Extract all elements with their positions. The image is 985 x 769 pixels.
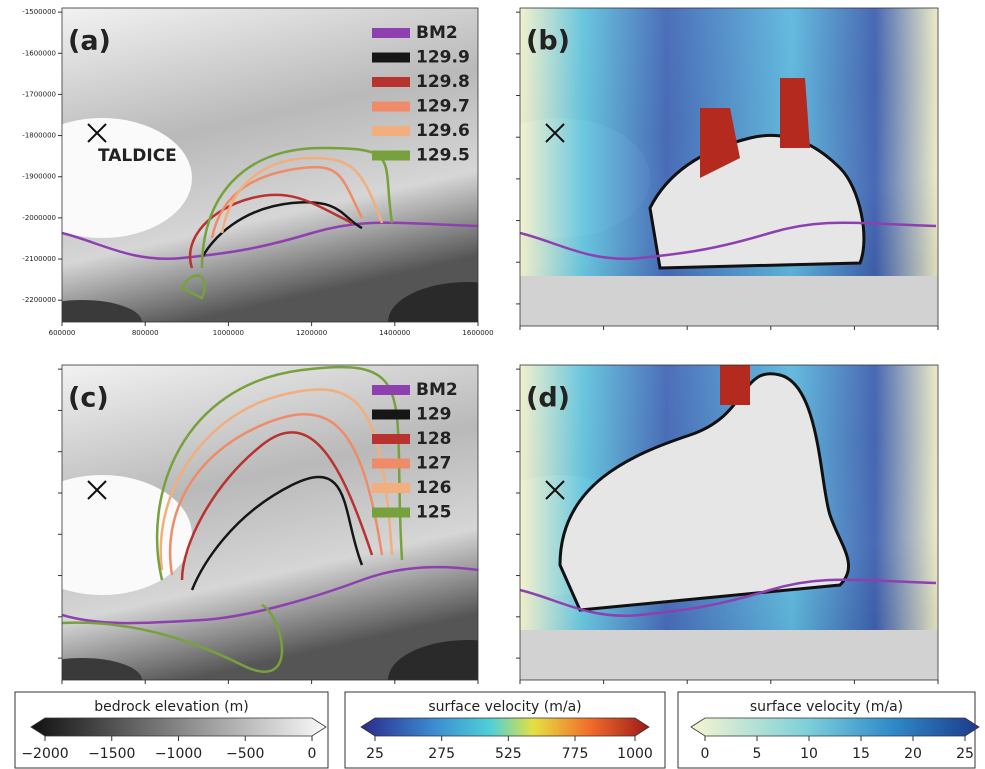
x-tick-label: 1400000 — [379, 329, 410, 337]
fast-flow — [720, 365, 750, 405]
legend-entry: 127 — [416, 454, 452, 474]
colorbar-tick-label: −2000 — [21, 746, 68, 762]
colorbar-tick-label: 275 — [428, 746, 455, 762]
colorbar-tick-label: 775 — [562, 746, 589, 762]
legend-swatch — [372, 53, 410, 63]
colorbar: bedrock elevation (m) −2000 −1500 −1000 −500… — [15, 692, 328, 768]
legend-swatch — [372, 459, 410, 469]
colorbar-tick-label: 525 — [495, 746, 522, 762]
shelf — [520, 276, 938, 326]
legend-swatch — [372, 102, 410, 112]
legend-swatch — [372, 151, 410, 161]
y-tick-label: -1900000 — [22, 173, 56, 181]
legend-entry: 125 — [416, 503, 452, 523]
legend-swatch — [372, 385, 410, 395]
legend-entry: 129.8 — [416, 72, 470, 92]
legend-swatch — [372, 483, 410, 493]
colorbar-tick-label: 25 — [366, 746, 384, 762]
legend-swatch — [372, 410, 410, 420]
legend-entry: BM2 — [416, 23, 458, 43]
x-tick-label: 600000 — [49, 329, 76, 337]
legend-entry: 129.9 — [416, 48, 470, 68]
x-tick-label: 1600000 — [462, 329, 493, 337]
legend-swatch — [372, 126, 410, 136]
y-tick-label: -2100000 — [22, 255, 56, 263]
panel-label: (a) — [68, 26, 111, 57]
legend-entry: 129 — [416, 405, 452, 425]
colorbar-tick-label: −1000 — [155, 746, 202, 762]
legend-entry: 129.6 — [416, 121, 470, 141]
shelf — [520, 630, 938, 680]
site-label: TALDICE — [98, 146, 177, 166]
colorbar-tick-label: −1500 — [88, 746, 135, 762]
colorbar-tick-label: 20 — [904, 746, 922, 762]
colorbar: surface velocity (m/a) 25 275 525 775 1000 — [345, 692, 665, 768]
colorbar-title: bedrock elevation (m) — [94, 699, 248, 715]
legend-entry: 126 — [416, 478, 452, 498]
panel-label: (d) — [526, 383, 570, 414]
panel-label: (c) — [68, 383, 109, 414]
colorbar-tick-label: 5 — [753, 746, 762, 762]
y-tick-label: -1500000 — [22, 8, 56, 16]
y-tick-label: -1800000 — [22, 132, 56, 140]
colorbars: bedrock elevation (m) −2000 −1500 −1000 −500… — [15, 692, 979, 768]
y-tick-label: -1700000 — [22, 90, 56, 98]
y-tick-label: -2000000 — [22, 214, 56, 222]
colorbar-title: surface velocity (m/a) — [428, 699, 581, 715]
colorbar-tick-label: 0 — [701, 746, 710, 762]
colorbar-tick-label: 0 — [308, 746, 317, 762]
map-content — [12, 365, 548, 720]
colorbar-tick-label: 25 — [956, 746, 974, 762]
colorbar-ramp — [31, 718, 326, 736]
legend-swatch — [372, 508, 410, 518]
map-content — [470, 8, 985, 366]
legend-entry: 128 — [416, 429, 452, 449]
legend-entry: 129.5 — [416, 146, 470, 166]
legend-entry: BM2 — [416, 380, 458, 400]
y-tick-label: -2200000 — [22, 296, 56, 304]
legend-swatch — [372, 77, 410, 87]
legend-swatch — [372, 434, 410, 444]
map-panel: (c) BM2 129 128 127 126 125 — [12, 365, 548, 720]
map-panels: (a) TALDICE BM2 129.9 129.8 129.7 129.6 129.5 -1… — [12, 8, 985, 720]
colorbar-tick-label: −500 — [226, 746, 264, 762]
colorbar-tick-label: 15 — [852, 746, 870, 762]
colorbar-tick-label: 1000 — [617, 746, 653, 762]
x-tick-label: 800000 — [132, 329, 159, 337]
ocean-white — [12, 475, 192, 595]
map-panel: (b) — [470, 8, 985, 366]
colorbar-ramp — [361, 718, 649, 736]
map-content — [470, 365, 985, 720]
map-panel: (a) TALDICE BM2 129.9 129.8 129.7 129.6 129.5 -1… — [12, 8, 548, 362]
figure: (a) TALDICE BM2 129.9 129.8 129.7 129.6 129.5 -1… — [0, 0, 985, 769]
map-panel: (d) — [470, 365, 985, 720]
legend-entry: 129.7 — [416, 97, 470, 117]
x-tick-label: 1000000 — [213, 329, 244, 337]
colorbar: surface velocity (m/a) 0 5 10 15 20 25 — [678, 692, 979, 768]
panel-label: (b) — [526, 26, 570, 57]
colorbar-tick-label: 10 — [800, 746, 818, 762]
colorbar-ramp — [691, 718, 979, 736]
legend-swatch — [372, 28, 410, 38]
y-tick-label: -1600000 — [22, 49, 56, 57]
colorbar-title: surface velocity (m/a) — [750, 699, 903, 715]
x-tick-label: 1200000 — [296, 329, 327, 337]
